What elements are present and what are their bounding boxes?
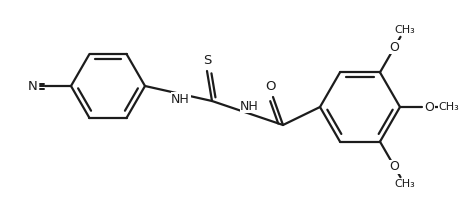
Text: CH₃: CH₃ <box>394 179 415 189</box>
Text: NH: NH <box>240 100 259 113</box>
Text: S: S <box>203 54 211 67</box>
Text: O: O <box>390 160 400 173</box>
Text: N: N <box>28 79 38 92</box>
Text: O: O <box>390 41 400 54</box>
Text: O: O <box>266 79 276 92</box>
Text: CH₃: CH₃ <box>439 102 459 112</box>
Text: NH: NH <box>171 93 190 106</box>
Text: CH₃: CH₃ <box>394 25 415 35</box>
Text: O: O <box>424 101 434 113</box>
